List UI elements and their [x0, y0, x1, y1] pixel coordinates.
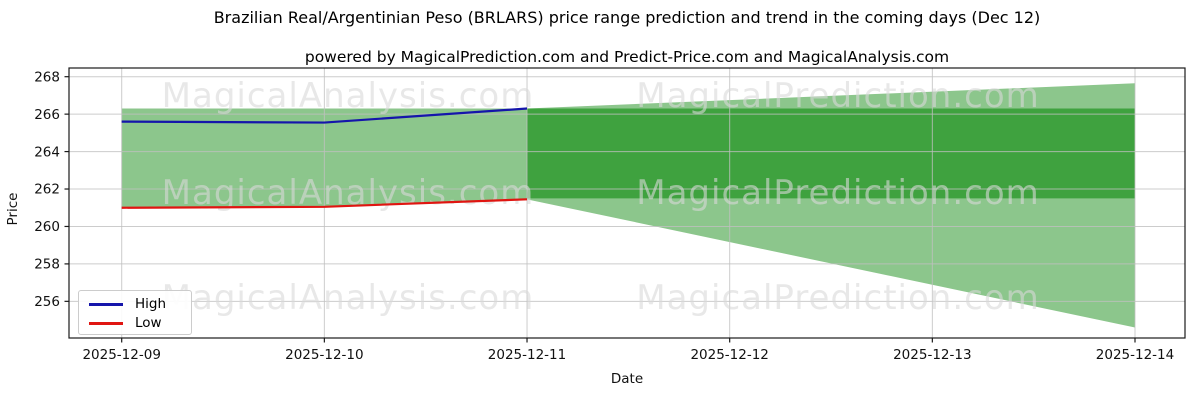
low-line: [121, 198, 528, 209]
legend-item-high: High: [89, 295, 191, 314]
plot-area-border: [68, 67, 1186, 339]
gridline-layer: [69, 68, 1185, 338]
y-tick-label: 266: [34, 107, 60, 123]
x-tick-label: 2025-12-12: [690, 347, 768, 363]
y-axis-label: Price: [5, 193, 21, 226]
y-tick-label: 262: [34, 182, 60, 198]
legend-item-low: Low: [89, 314, 191, 333]
x-tick-label: 2025-12-10: [285, 347, 363, 363]
x-tick-label: 2025-12-14: [1096, 347, 1174, 363]
x-axis-label: Date: [611, 371, 643, 387]
y-tick-label: 268: [34, 69, 60, 85]
x-tick-label: 2025-12-09: [82, 347, 160, 363]
y-tick-label: 264: [34, 144, 60, 160]
watermark-analysis: MagicalAnalysis.com: [162, 76, 535, 116]
legend-label: Low: [135, 314, 162, 331]
high-line: [121, 107, 528, 124]
watermark-analysis: MagicalAnalysis.com: [162, 278, 535, 318]
watermark-prediction: MagicalPrediction.com: [636, 76, 1040, 116]
chart-title: Brazilian Real/Argentinian Peso (BRLARS)…: [213, 8, 1041, 27]
band-layer: [121, 83, 1135, 328]
y-tick-label: 258: [34, 257, 60, 273]
legend-line-high: [89, 303, 123, 306]
watermark-prediction: MagicalPrediction.com: [636, 278, 1040, 318]
x-tick-label: 2025-12-13: [893, 347, 971, 363]
legend: High Low: [78, 290, 192, 335]
series-layer: [121, 107, 528, 209]
watermark-prediction: MagicalPrediction.com: [636, 173, 1040, 213]
y-tick-label: 256: [34, 294, 60, 310]
legend-line-low: [89, 322, 123, 325]
x-tick-label: 2025-12-11: [488, 347, 566, 363]
chart-subtitle: powered by MagicalPrediction.com and Pre…: [304, 48, 950, 66]
y-tick-label: 260: [34, 219, 60, 235]
axes-layer: [64, 67, 1186, 343]
forecast-range-band: [527, 108, 1135, 199]
tick-label-layer: 2025-12-09 2025-12-10 2025-12-11 2025-12-12…: [34, 69, 1174, 363]
legend-label: High: [135, 295, 167, 312]
